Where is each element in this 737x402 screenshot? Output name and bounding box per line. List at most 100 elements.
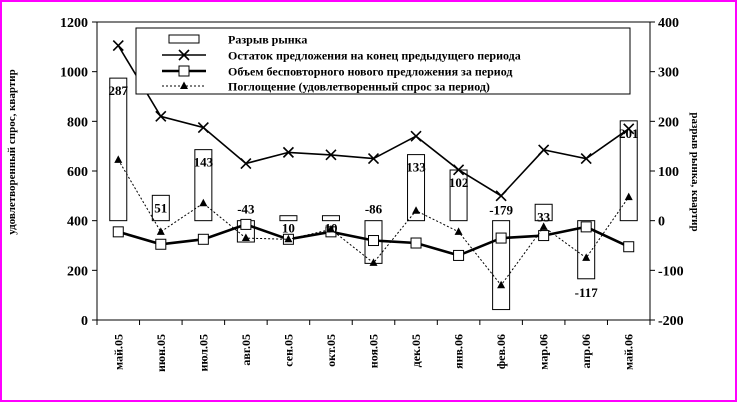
gap-label: 143 xyxy=(194,155,214,170)
right-tick-label: 400 xyxy=(658,16,679,31)
new-supply-marker xyxy=(538,230,550,242)
right-tick-label: -100 xyxy=(658,264,684,279)
new-supply-marker xyxy=(240,218,252,230)
stock-marker xyxy=(580,153,592,165)
gap-bar xyxy=(534,203,553,222)
left-tick-label: 400 xyxy=(67,215,88,230)
x-tick-label: авг.05 xyxy=(239,334,253,366)
stock-marker xyxy=(325,149,337,161)
absorption-marker xyxy=(454,227,463,235)
series-lines xyxy=(112,40,635,289)
right-tick-label: 100 xyxy=(658,165,679,180)
gap-bar xyxy=(321,215,340,222)
gap-label: 102 xyxy=(449,175,469,190)
stock-marker xyxy=(453,164,465,176)
absorption-marker xyxy=(156,227,165,235)
new-supply-marker xyxy=(580,221,592,233)
absorption-marker xyxy=(624,192,633,201)
legend-absorption-marker xyxy=(180,81,188,89)
gap-label: -117 xyxy=(575,285,599,300)
stock-marker xyxy=(112,40,124,52)
legend-entry-label: Остаток предложения на конец предыдущего… xyxy=(228,49,521,63)
gap-bar xyxy=(194,149,213,222)
x-tick-label: мар.06 xyxy=(537,334,551,370)
stock-marker xyxy=(197,121,209,134)
gap-label: 10 xyxy=(324,221,337,236)
stock-marker xyxy=(495,190,507,202)
x-tick-label: окт.05 xyxy=(324,334,338,367)
stock-marker xyxy=(410,130,422,142)
gap-label: 51 xyxy=(154,200,167,215)
gap-label: -43 xyxy=(237,202,255,217)
right-tick-label: -200 xyxy=(658,314,684,329)
right-tick-label: 300 xyxy=(658,66,679,81)
left-tick-label: 600 xyxy=(67,165,88,180)
right-tick-label: 200 xyxy=(658,115,679,130)
right-tick-label: 0 xyxy=(658,215,665,230)
new-supply-marker xyxy=(197,233,209,245)
x-tick-label: сен.05 xyxy=(281,334,295,367)
gap-label: -179 xyxy=(489,203,513,218)
gap-label: 201 xyxy=(619,126,639,141)
absorption-marker xyxy=(114,155,123,163)
x-tick-label: апр.06 xyxy=(579,334,593,368)
stock-marker xyxy=(282,146,294,158)
legend: Разрыв рынка Остаток предложения на конец… xyxy=(135,27,631,95)
absorption-marker xyxy=(369,258,378,266)
legend-new-supply-marker xyxy=(178,65,190,77)
x-tick-label: дек.05 xyxy=(409,334,423,367)
gap-bar xyxy=(109,77,128,222)
x-tick-label: фев.06 xyxy=(494,334,508,369)
x-tick-label: май.06 xyxy=(622,334,636,370)
x-tick-label: июл.05 xyxy=(196,334,210,372)
gap-bar xyxy=(619,120,638,222)
absorption-marker xyxy=(284,234,293,243)
legend-stock-marker xyxy=(178,49,190,61)
left-tick-label: 800 xyxy=(67,115,88,130)
right-axis: -200 -100 0 100 200 300 400 xyxy=(650,16,684,329)
stock-marker xyxy=(623,123,635,135)
data-labels: 287 51 143 -43 10 10 -86 133 102 -179 33 -117 201 xyxy=(109,83,639,300)
stock-marker xyxy=(367,153,380,165)
stock-marker xyxy=(538,144,550,156)
left-tick-label: 200 xyxy=(67,264,88,279)
gap-label: 33 xyxy=(537,209,551,224)
stock-marker xyxy=(155,110,167,122)
gap-bar xyxy=(407,154,426,222)
x-tick-label: июн.05 xyxy=(154,334,168,372)
new-supply-marker xyxy=(368,235,379,247)
legend-entry-label: Объем бесповторного нового предложения з… xyxy=(228,65,512,79)
legend-box xyxy=(135,27,631,95)
legend-gap-key xyxy=(168,34,200,44)
absorption-marker xyxy=(241,233,250,242)
new-supply-marker xyxy=(112,226,124,238)
left-tick-label: 1000 xyxy=(60,66,88,81)
new-supply-marker xyxy=(155,238,167,250)
stock-marker xyxy=(240,157,252,170)
x-axis: май.05 июн.05 июл.05 авг.05 сен.05 окт.05 ноя.… xyxy=(96,320,651,372)
absorption-marker xyxy=(412,206,421,214)
x-tick-label: май.05 xyxy=(111,334,125,370)
new-supply-marker xyxy=(453,249,465,261)
left-axis-title: удовлетворенный спрос, квартир xyxy=(6,69,18,234)
left-tick-label: 1200 xyxy=(60,16,88,31)
left-axis: 0 200 400 600 800 1000 1200 xyxy=(60,16,97,329)
absorption-marker xyxy=(539,222,548,230)
absorption-marker xyxy=(582,253,591,261)
gap-label: 10 xyxy=(282,221,295,236)
new-supply-marker xyxy=(495,232,507,244)
absorption-marker xyxy=(497,280,506,289)
legend-entry-label: Разрыв рынка xyxy=(228,33,307,47)
gap-label: 287 xyxy=(109,83,129,98)
left-tick-label: 0 xyxy=(81,314,88,329)
legend-entry-label: Поглощение (удовлетворенный спрос за пер… xyxy=(228,80,490,94)
gap-label: 133 xyxy=(406,160,426,175)
x-tick-label: ноя.05 xyxy=(367,334,381,368)
gap-label: -86 xyxy=(365,202,383,217)
right-axis-title: разрыв рынка, квартир xyxy=(689,112,701,231)
new-supply-marker xyxy=(623,241,635,253)
absorption-marker xyxy=(199,198,208,207)
gap-bar xyxy=(279,215,298,222)
